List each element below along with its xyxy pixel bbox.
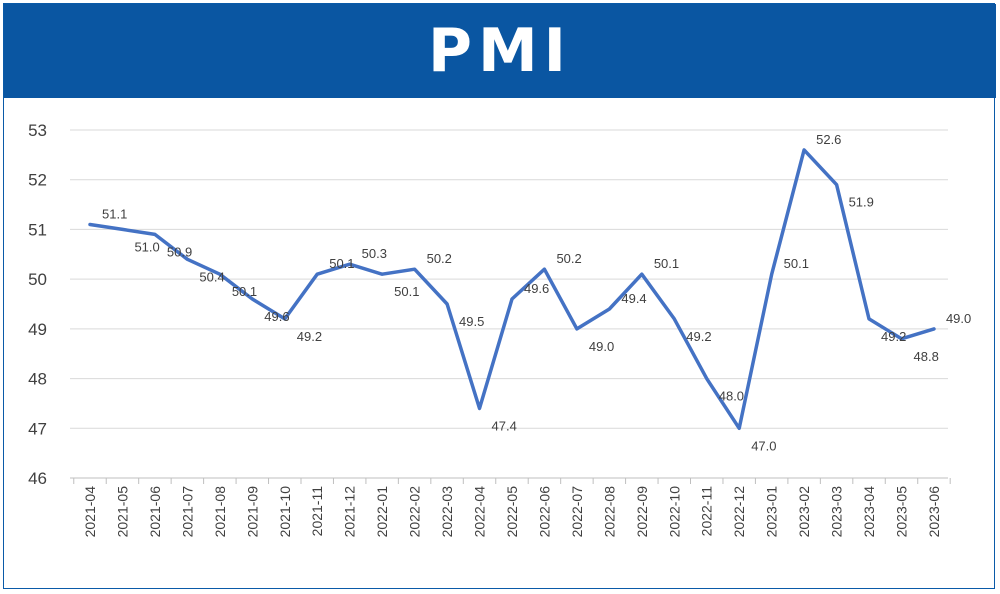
x-tick-label: 2022-11	[699, 486, 715, 537]
x-tick-label: 2022-09	[634, 486, 650, 538]
x-tick-label: 2022-12	[731, 486, 747, 538]
chart-frame	[3, 3, 995, 589]
x-tick-label: 2021-05	[114, 486, 130, 538]
data-label: 50.1	[329, 256, 354, 271]
data-label: 50.1	[394, 284, 419, 299]
data-label: 50.2	[556, 251, 581, 266]
x-tick-label: 2023-03	[829, 486, 845, 538]
x-tick-label: 2022-01	[374, 486, 390, 538]
series-line-group	[88, 148, 936, 431]
data-label: 52.6	[816, 132, 841, 147]
x-tick-label: 2022-10	[666, 486, 682, 538]
x-tick-label: 2022-02	[407, 486, 423, 538]
data-label: 49.6	[524, 281, 549, 296]
y-tick-label: 50	[28, 270, 47, 289]
y-tick-label: 49	[28, 320, 47, 339]
x-tick-label: 2023-06	[926, 486, 942, 538]
chart-title: PMI	[427, 16, 572, 86]
x-tick-label: 2023-01	[764, 486, 780, 538]
data-label: 49.4	[621, 291, 646, 306]
x-tick-label: 2021-04	[82, 486, 98, 538]
data-label: 49.6	[264, 309, 289, 324]
x-tick-label: 2022-05	[504, 486, 520, 538]
data-label: 49.2	[686, 329, 711, 344]
y-tick-label: 48	[28, 370, 47, 389]
data-label: 50.2	[427, 251, 452, 266]
data-label: 50.1	[654, 256, 679, 271]
data-label: 51.0	[134, 239, 159, 254]
data-label: 48.0	[719, 389, 744, 404]
x-tick-label: 2021-07	[179, 486, 195, 538]
data-label: 50.1	[784, 256, 809, 271]
data-label: 47.4	[492, 418, 517, 433]
data-label: 49.0	[946, 311, 971, 326]
x-tick-label: 2021-08	[212, 486, 228, 538]
data-label: 48.8	[914, 349, 939, 364]
y-axis-ticks: 46 47 48 49 50 51 52 53	[28, 121, 47, 488]
data-label: 51.1	[102, 206, 127, 221]
data-label: 50.1	[232, 284, 257, 299]
x-tick-label: 2021-10	[277, 486, 293, 538]
data-label: 50.3	[362, 246, 387, 261]
title-banner: PMI	[4, 4, 996, 98]
x-tick-label: 2021-09	[244, 486, 260, 538]
data-label: 47.0	[751, 438, 776, 453]
x-tick-label: 2021-11	[309, 486, 325, 537]
data-label: 49.0	[589, 339, 614, 354]
y-tick-label: 47	[28, 419, 47, 438]
data-label: 49.5	[459, 314, 484, 329]
x-tick-label: 2023-05	[894, 486, 910, 538]
x-tick-label: 2021-06	[147, 486, 163, 538]
series-line	[88, 148, 936, 431]
x-tick-label: 2023-02	[796, 486, 812, 538]
data-label: 51.9	[849, 195, 874, 210]
x-tick-label: 2021-12	[342, 486, 358, 538]
x-tick-label: 2022-04	[472, 486, 488, 538]
x-tick-label: 2022-06	[536, 486, 552, 538]
data-label: 49.2	[297, 329, 322, 344]
data-labels: 51.1 51.0 50.9 50.4 50.1 49.6 49.2 50.1 50.3 50.1…	[102, 132, 971, 453]
gridlines	[70, 129, 948, 429]
x-tick-label: 2022-03	[439, 486, 455, 538]
x-tick-label: 2022-08	[601, 486, 617, 538]
y-tick-label: 46	[28, 469, 47, 488]
x-tick-label: 2023-04	[861, 486, 877, 538]
y-tick-label: 52	[28, 171, 47, 190]
x-tick-label: 2022-07	[569, 486, 585, 538]
data-label: 50.4	[199, 269, 224, 284]
data-label: 49.2	[881, 329, 906, 344]
y-tick-label: 53	[28, 121, 47, 140]
x-axis: 2021-04 2021-05 2021-06 2021-07 2021-08 2021-…	[70, 477, 951, 538]
y-tick-label: 51	[28, 220, 47, 239]
data-label: 50.9	[167, 244, 192, 259]
